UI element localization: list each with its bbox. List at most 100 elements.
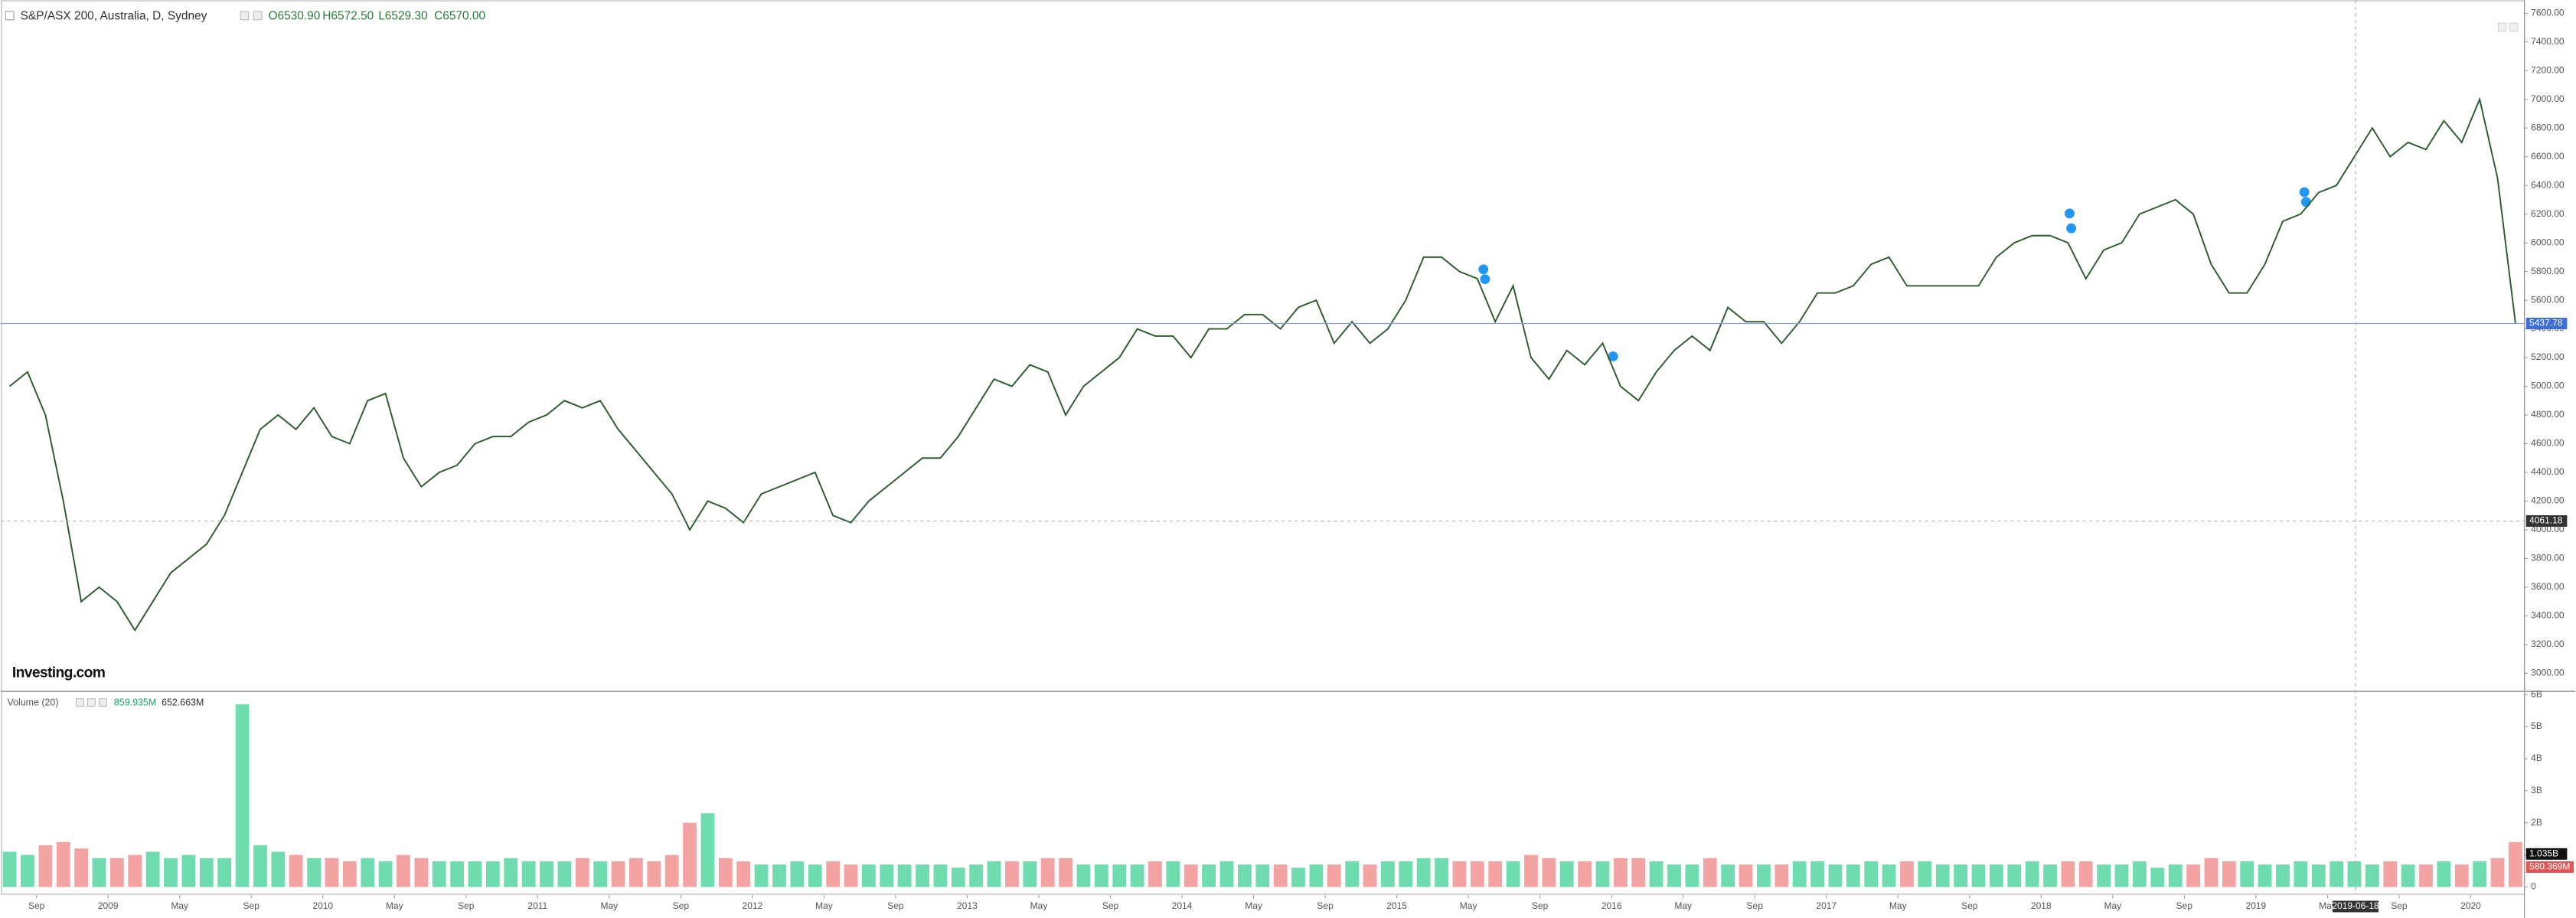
event-marker[interactable] [1608, 351, 1618, 361]
y-tick-label: 3000.00 [2531, 668, 2565, 678]
volume-bar [861, 864, 876, 887]
volume-bar [145, 851, 160, 887]
volume-bar [1255, 864, 1270, 887]
volume-average: 652.663M [162, 697, 204, 707]
y-tick-label: 2B [2531, 817, 2542, 828]
x-tick-label: Sep [2391, 900, 2408, 911]
volume-bar [844, 864, 858, 887]
close-icon[interactable] [99, 698, 107, 707]
volume-bar [557, 861, 572, 887]
volume-bar [880, 864, 894, 887]
volume-bar [2240, 861, 2254, 887]
volume-bar [21, 854, 34, 887]
volume-bar [1416, 858, 1431, 887]
crosshair-price-label: 4061.18 [2529, 515, 2563, 526]
volume-bar [2025, 861, 2039, 887]
pane-button[interactable] [2509, 22, 2519, 32]
settings-icon[interactable] [76, 698, 84, 707]
volume-bar [2347, 861, 2362, 887]
event-marker[interactable] [2300, 197, 2311, 207]
x-tick-label: May [1245, 900, 1262, 911]
volume-bar [2419, 864, 2433, 887]
volume-bar [2401, 864, 2415, 887]
x-tick-label: May [1460, 900, 1477, 911]
volume-bar [629, 858, 643, 887]
volume-bar [1148, 861, 1162, 887]
chart-title: S&P/ASX 200, Australia, D, Sydney [21, 10, 207, 23]
volume-bar [1327, 864, 1341, 887]
volume-bar [1649, 861, 1663, 887]
pane-button[interactable] [2497, 22, 2507, 32]
y-tick-label: 5B [2531, 720, 2542, 731]
y-tick-label: 6200.00 [2531, 208, 2565, 219]
volume-bar [1703, 858, 1717, 887]
volume-bar [1094, 864, 1108, 887]
volume-bar [1954, 864, 1967, 887]
volume-bar [1023, 861, 1037, 887]
volume-bar [1631, 858, 1646, 887]
volume-bar [1076, 864, 1091, 887]
volume-bar [1237, 864, 1252, 887]
x-tick-label: Sep [1317, 900, 1334, 911]
volume-bar [1059, 858, 1073, 887]
volume-bar [92, 858, 106, 887]
volume-title: Volume (20) [7, 697, 58, 707]
volume-bar [1810, 861, 1824, 887]
settings-icon[interactable] [87, 698, 96, 707]
event-marker[interactable] [2066, 223, 2077, 234]
y-tick-label: 3200.00 [2531, 639, 2565, 649]
volume-bar [468, 861, 482, 887]
x-tick-label: May [2104, 900, 2122, 911]
y-tick-label: 4600.00 [2531, 438, 2565, 449]
event-marker[interactable] [2065, 208, 2075, 219]
volume-bar [1828, 864, 1843, 887]
volume-bar [664, 854, 679, 887]
volume-bar [1846, 864, 1860, 887]
volume-bar [1757, 864, 1771, 887]
y-tick-label: 6800.00 [2531, 122, 2565, 132]
volume-bar [2509, 841, 2522, 887]
volume-bar [2276, 864, 2290, 887]
close-icon[interactable] [253, 11, 263, 21]
volume-bar [575, 858, 589, 887]
volume-bar [700, 813, 715, 887]
y-tick-label: 7200.00 [2531, 64, 2565, 75]
volume-bar [1667, 864, 1681, 887]
volume-bar [987, 861, 1001, 887]
event-marker[interactable] [1478, 264, 1489, 275]
volume-bar [74, 848, 88, 887]
x-tick-label: Sep [243, 900, 260, 911]
volume-bar [1864, 861, 1879, 887]
volume-bar [485, 861, 500, 887]
volume-bar [1774, 864, 1789, 887]
volume-bar [1935, 864, 1950, 887]
collapse-icon[interactable] [5, 11, 15, 21]
crosshair-date-box [2333, 900, 2379, 913]
volume-bar [1345, 861, 1360, 887]
last-price-label: 5437.78 [2529, 318, 2563, 328]
event-marker[interactable] [1480, 274, 1490, 285]
x-tick-label: 2016 [1601, 900, 1622, 911]
y-tick-label: 5600.00 [2531, 294, 2565, 305]
y-tick-label: 5800.00 [2531, 266, 2565, 276]
volume-bar [897, 864, 912, 887]
volume-bar [2007, 864, 2022, 887]
event-marker[interactable] [2299, 187, 2310, 198]
volume-bar [1435, 858, 1448, 887]
volume-bar [1578, 861, 1592, 887]
volume-bar [504, 858, 518, 887]
volume-bar [1470, 861, 1484, 887]
x-tick-label: May [171, 900, 188, 911]
volume-bar [2114, 864, 2129, 887]
y-tick-label: 4800.00 [2531, 409, 2565, 420]
x-tick-label: Sep [1961, 900, 1978, 911]
settings-icon[interactable] [240, 11, 250, 21]
x-tick-label: Sep [1747, 900, 1764, 911]
volume-bar [1989, 864, 2003, 887]
volume-bar [307, 858, 321, 887]
volume-bar [540, 861, 553, 887]
volume-bar [2078, 861, 2093, 887]
volume-bar [289, 854, 303, 887]
volume-bar [1882, 864, 1896, 887]
